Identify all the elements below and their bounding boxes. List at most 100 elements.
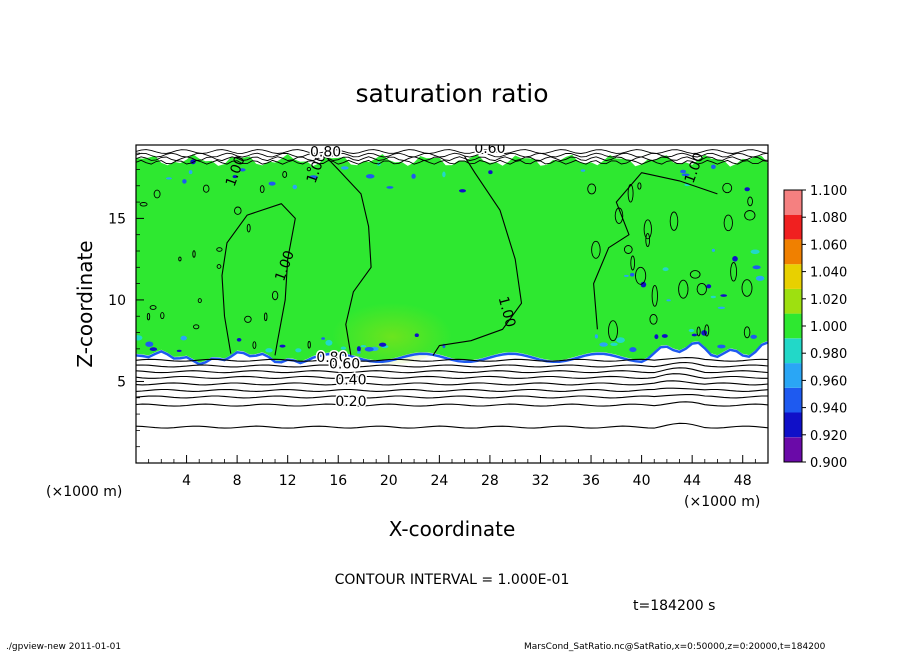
- low-ratio-speck: [360, 345, 367, 348]
- low-ratio-speck: [688, 328, 695, 333]
- low-ratio-speck: [188, 170, 193, 175]
- contour-line: [136, 357, 768, 362]
- contour-label: 0.60: [474, 141, 505, 157]
- small-contour: [587, 183, 597, 195]
- small-contour: [747, 196, 753, 207]
- colorbar-tick-label: 0.940: [810, 402, 847, 417]
- small-contour: [678, 279, 689, 299]
- small-contour: [608, 320, 618, 342]
- small-contour: [645, 232, 651, 248]
- low-ratio-speck: [488, 170, 493, 175]
- small-contour: [306, 166, 312, 172]
- small-contour: [216, 247, 223, 252]
- colorbar-swatch: [784, 387, 802, 413]
- low-ratio-speck: [292, 184, 298, 190]
- footer-left: ./gpview-new 2011-01-01: [6, 642, 122, 652]
- small-contour: [202, 184, 210, 193]
- small-contour: [192, 250, 196, 258]
- low-ratio-speck: [365, 174, 375, 179]
- colorbar-tick-label: 0.900: [810, 456, 847, 471]
- colorbar-swatch: [784, 363, 802, 388]
- contour-label: 0.20: [335, 394, 366, 410]
- low-ratio-speck: [580, 169, 586, 172]
- low-ratio-speck: [681, 173, 690, 177]
- colorbar-swatch: [784, 288, 802, 314]
- contour-line: [136, 361, 768, 368]
- low-ratio-speck: [321, 337, 325, 340]
- colorbar-swatch: [784, 264, 802, 289]
- x-tick-label: 36: [582, 473, 600, 489]
- low-ratio-speck: [232, 175, 238, 179]
- y-tick-label: 10: [108, 293, 126, 309]
- x-tick-label: 4: [182, 473, 191, 489]
- low-ratio-speck: [442, 171, 446, 178]
- x-tick-label: 48: [734, 473, 752, 489]
- small-contour: [153, 189, 161, 199]
- colorbar-tick-label: 0.920: [810, 429, 847, 444]
- low-ratio-speck: [654, 334, 659, 340]
- small-contour: [637, 182, 642, 190]
- y-tick-label: 15: [108, 211, 126, 227]
- small-contour: [635, 266, 647, 285]
- small-contour: [149, 305, 157, 310]
- low-ratio-speck: [239, 168, 246, 172]
- low-ratio-speck: [661, 334, 668, 338]
- low-ratio-speck: [145, 341, 154, 347]
- low-ratio-speck: [710, 295, 716, 299]
- small-contour: [630, 255, 636, 271]
- y-axis: 5 10 15: [108, 152, 144, 448]
- x-tick-label: 28: [481, 473, 499, 489]
- chart-title: saturation ratio: [355, 79, 548, 108]
- low-ratio-speck: [182, 179, 187, 184]
- colorbar-swatch: [784, 214, 802, 240]
- low-ratio-speck: [386, 186, 394, 189]
- top-contours: [136, 149, 768, 349]
- colorbar-swatch: [784, 338, 802, 364]
- contour-label: 0.80: [316, 350, 347, 366]
- low-ratio-speck: [717, 306, 726, 309]
- small-contour: [689, 270, 701, 279]
- small-contour: [696, 326, 701, 337]
- low-ratio-speck: [744, 187, 750, 192]
- low-ratio-speck: [750, 249, 760, 255]
- y-axis-label: Z-coordinate: [73, 240, 97, 367]
- low-ratio-speck: [717, 344, 726, 349]
- low-ratio-speck: [165, 177, 172, 180]
- small-contour: [197, 298, 202, 304]
- low-ratio-speck: [357, 351, 361, 354]
- saturated-region: [136, 154, 768, 363]
- contour-interval-text: CONTOUR INTERVAL = 1.000E-01: [335, 572, 570, 588]
- contour-line: [136, 387, 768, 392]
- low-ratio-speck: [176, 349, 182, 352]
- small-contour: [263, 312, 268, 322]
- colorbar-swatch: [784, 412, 802, 438]
- contour-line: [136, 367, 768, 374]
- low-ratio-speck: [459, 189, 466, 193]
- x-unit-label: (×1000 m): [684, 494, 760, 510]
- contour-label: 0.80: [310, 144, 341, 160]
- small-contour: [643, 219, 652, 240]
- low-ratio-speck: [411, 173, 416, 179]
- small-contour: [743, 326, 751, 339]
- colorbar-tick-label: 0.980: [810, 347, 847, 362]
- low-ratio-speck: [755, 275, 765, 281]
- colorbar-tick-label: 1.000: [810, 320, 847, 335]
- small-contour: [627, 184, 634, 203]
- small-contour: [741, 279, 753, 297]
- low-ratio-speck: [341, 166, 349, 170]
- small-contour: [216, 264, 222, 269]
- small-contour: [271, 290, 279, 301]
- small-contour: [669, 211, 679, 231]
- x-tick-label: 44: [683, 473, 701, 489]
- low-ratio-speck: [752, 265, 761, 270]
- contour-line: [136, 394, 768, 399]
- small-contour: [146, 312, 151, 321]
- low-ratio-speck: [340, 346, 347, 350]
- low-ratio-speck: [720, 294, 727, 297]
- colorbar-swatch: [784, 190, 802, 215]
- low-ratio-speck: [616, 337, 625, 343]
- colorbar-tick-label: 1.060: [810, 238, 847, 253]
- low-ratio-speck: [732, 255, 738, 262]
- contour-label: 0.60: [329, 356, 360, 372]
